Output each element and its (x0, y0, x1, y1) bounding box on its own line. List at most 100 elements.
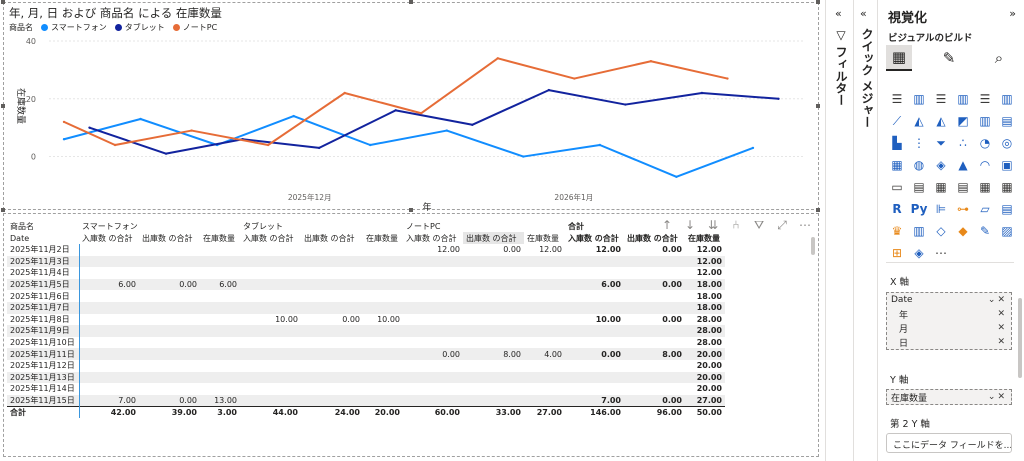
vertical-scrollbar[interactable] (811, 237, 815, 255)
measure-header[interactable]: 入庫数 の合計 (568, 233, 619, 243)
data-point[interactable] (394, 109, 397, 112)
row-header-date[interactable]: Date (10, 233, 30, 243)
data-point[interactable] (292, 114, 295, 118)
stacked-bar-chart-icon[interactable]: ☰ (891, 92, 903, 106)
x-hierarchy-day[interactable]: 日 ✕ (887, 335, 1011, 349)
stacked-area-chart-icon[interactable]: ◭ (936, 114, 946, 128)
data-point[interactable] (164, 152, 168, 155)
data-point[interactable] (420, 112, 423, 115)
measure-header[interactable]: 入庫数 の合計 (82, 233, 133, 243)
power-apps-icon[interactable]: ◇ (936, 224, 946, 238)
row-header-cell[interactable]: 2025年11月14日 (7, 383, 80, 395)
close-icon[interactable]: ✕ (997, 323, 1007, 333)
row-header-cell[interactable]: 2025年11月10日 (7, 336, 80, 349)
line-and-clustered-column-icon[interactable]: ▥ (979, 114, 991, 128)
resize-handle[interactable] (1, 0, 5, 4)
kpi-icon[interactable]: ▤ (913, 180, 925, 194)
row-header-cell[interactable]: 2025年11月12日 (7, 359, 80, 372)
data-point[interactable] (675, 175, 678, 178)
filters-pane-collapsed[interactable]: « ▽ フィルター (825, 0, 853, 461)
data-point[interactable] (445, 129, 448, 132)
scatter-icon[interactable]: ∴ (959, 136, 967, 150)
pie-chart-icon[interactable]: ◔ (979, 136, 991, 150)
stacked-column-chart-icon[interactable]: ▥ (913, 92, 925, 106)
measure-header[interactable]: 出庫数 の合計 (142, 233, 193, 243)
measure-header[interactable]: 在庫数量 (203, 233, 235, 243)
secondary-y-drop-target[interactable]: ここにデータ フィールドを... (886, 433, 1012, 453)
data-point[interactable] (471, 123, 474, 126)
text-filter-icon[interactable]: ◈ (914, 246, 924, 260)
x-axis-well[interactable]: Date ⌄✕ 年 ✕ 月 ✕ 日 ✕ (886, 292, 1012, 350)
data-point[interactable] (317, 146, 321, 150)
matrix-icon[interactable]: ▦ (979, 180, 991, 194)
map-icon[interactable]: ◍ (913, 158, 925, 172)
data-point[interactable] (751, 146, 755, 150)
row-header-cell[interactable]: 2025年11月3日 (7, 255, 80, 268)
legend-item-smartphone[interactable]: スマートフォン (41, 22, 107, 33)
y-field-stock[interactable]: 在庫数量 ⌄✕ (887, 390, 1011, 404)
image-visual-icon[interactable]: ▨ (1001, 224, 1013, 238)
close-icon[interactable]: ✕ (997, 337, 1007, 347)
matrix-visual[interactable]: ↑ ↓ ⇊ ⑃ ⛛ ⤢ ⋯ 商品名 スマートフォン タブレット ノートPC (3, 213, 819, 457)
data-point[interactable] (113, 143, 117, 147)
analytics-tab-icon[interactable]: ⌕ (994, 49, 1004, 67)
resize-handle[interactable] (1, 208, 5, 212)
measure-header[interactable]: 出庫数 の合計 (463, 232, 524, 244)
expand-filters-chevron-icon[interactable]: « (835, 7, 842, 20)
table-icon[interactable]: ▤ (957, 180, 969, 194)
chevron-down-close-icon[interactable]: ⌄✕ (987, 392, 1007, 402)
card-icon[interactable]: ▣ (1001, 158, 1013, 172)
row-header-cell[interactable]: 2025年11月15日 (7, 394, 80, 407)
viz-pane-scrollbar[interactable] (1018, 298, 1022, 378)
r-script-visual-icon[interactable]: R (892, 202, 902, 216)
donut-chart-icon[interactable]: ◎ (1001, 136, 1013, 150)
row-header-cell[interactable]: 合計 (7, 405, 80, 418)
data-point[interactable] (266, 143, 270, 147)
resize-handle[interactable] (816, 104, 820, 108)
decomposition-tree-icon[interactable]: ⊶ (957, 202, 969, 216)
data-point[interactable] (624, 103, 627, 106)
more-options-icon[interactable]: ⋯ (799, 218, 811, 232)
row-header-cell[interactable]: 2025年11月7日 (7, 301, 80, 314)
measure-header[interactable]: 出庫数 の合計 (627, 233, 678, 243)
legend-item-notebook[interactable]: ノートPC (172, 22, 217, 33)
line-chart-visual[interactable]: 年, 月, 日 および 商品名 による 在庫数量 商品名 スマートフォン タブレ… (3, 2, 819, 211)
x-hierarchy-year[interactable]: 年 ✕ (887, 307, 1011, 321)
expand-all-icon[interactable]: ⑃ (732, 218, 740, 232)
key-influencers-icon[interactable]: ⊫ (935, 202, 947, 216)
filled-map-icon[interactable]: ◈ (936, 158, 946, 172)
row-header-cell[interactable]: 2025年11月4日 (7, 267, 80, 279)
goals-icon[interactable]: ♛ (891, 224, 903, 238)
series-line-3[interactable] (63, 57, 728, 146)
azure-map-icon[interactable]: ▲ (958, 158, 968, 172)
measure-header[interactable]: 在庫数量 (688, 233, 720, 243)
custom-visual-icon[interactable]: ⊞ (891, 246, 903, 260)
data-point[interactable] (88, 126, 91, 129)
data-point[interactable] (343, 91, 346, 95)
100-stacked-column-chart-icon[interactable]: ▥ (1001, 92, 1013, 106)
measure-header[interactable]: 在庫数量 (366, 233, 398, 243)
row-header-cell[interactable]: 2025年11月5日 (7, 278, 80, 291)
funnel-icon[interactable]: ⏷ (936, 135, 946, 150)
measure-header[interactable]: 入庫数 の合計 (243, 233, 294, 243)
filter-icon[interactable]: ⛛ (753, 218, 765, 232)
data-point[interactable] (726, 77, 729, 80)
python-visual-icon[interactable]: Py (910, 202, 928, 216)
resize-handle[interactable] (409, 208, 413, 212)
scatter-chart-icon[interactable]: ⋮ (913, 136, 925, 150)
resize-handle[interactable] (816, 0, 820, 4)
row-header-cell[interactable]: 2025年11月11日 (7, 348, 80, 360)
shape-map-icon[interactable]: ✎ (979, 224, 991, 238)
data-point[interactable] (369, 143, 372, 147)
table-grid-icon[interactable]: ▦ (1001, 180, 1013, 194)
data-point[interactable] (522, 155, 525, 158)
line-chart-icon[interactable]: ⟋ (892, 113, 902, 128)
series-line-1[interactable] (63, 115, 754, 178)
data-point[interactable] (649, 60, 653, 63)
100-stacked-bar-chart-icon[interactable]: ☰ (979, 92, 991, 106)
y-axis-well[interactable]: 在庫数量 ⌄✕ (886, 389, 1012, 405)
row-header-cell[interactable]: 2025年11月9日 (7, 325, 80, 337)
smart-narrative-icon[interactable]: ▤ (1001, 202, 1013, 216)
measure-header[interactable]: 出庫数 の合計 (304, 233, 355, 243)
data-point[interactable] (700, 91, 704, 95)
